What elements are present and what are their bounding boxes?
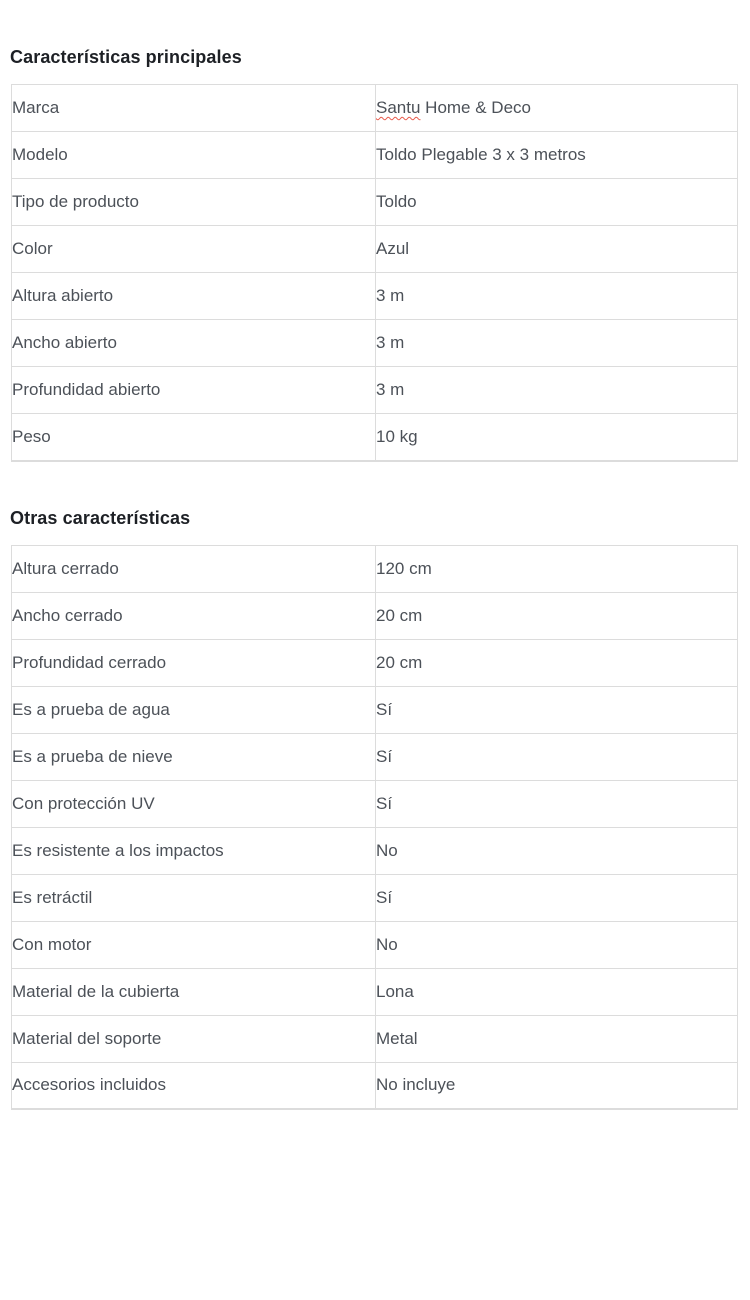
spec-value: 20 cm — [375, 591, 738, 639]
spec-label: Altura abierto — [11, 272, 376, 320]
spec-value-text: 10 kg — [376, 426, 418, 446]
spec-label: Profundidad cerrado — [11, 638, 376, 686]
table-row: Ancho abierto 3 m — [11, 319, 738, 367]
spec-value: Azul — [375, 225, 738, 273]
section-title-main-characteristics: Características principales — [10, 47, 242, 67]
spec-label: Marca — [12, 98, 60, 117]
spec-label: Es retráctil — [11, 873, 376, 921]
spec-value: Sí — [375, 685, 738, 733]
spec-value-text: Metal — [376, 1028, 418, 1048]
spec-value-text: 120 cm — [376, 558, 432, 578]
spec-label: Altura cerrado — [12, 558, 119, 578]
spec-label: Con protección UV — [11, 779, 376, 827]
spec-value-text: Sí — [376, 699, 393, 719]
spec-label: Es a prueba de nieve — [11, 732, 376, 780]
spec-label: Ancho abierto — [11, 319, 376, 367]
table-row: Es retráctil Sí — [11, 873, 738, 921]
spec-value-text: 3 m — [376, 333, 405, 352]
table-row: Modelo Toldo Plegable 3 x 3 metros — [11, 131, 738, 179]
spec-value: 120 cm — [375, 545, 738, 592]
spec-value-text: No — [376, 934, 398, 954]
table-row: Es resistente a los impactos No — [11, 826, 738, 874]
spec-value-text: Sí — [376, 746, 393, 766]
spec-value-text: 20 cm — [376, 652, 423, 672]
specs-table-other-body: Altura cerrado 120 cm Ancho cerrado 20 c… — [11, 545, 738, 1109]
spec-label: Color — [11, 225, 376, 273]
spec-value-text: Sí — [376, 887, 393, 907]
spec-value-text: Home & Deco — [420, 98, 531, 117]
spec-value: Lona — [375, 967, 738, 1015]
spec-label: Ancho cerrado — [11, 591, 376, 639]
spec-label: Material de la cubierta — [11, 967, 376, 1015]
spec-value-text: Azul — [376, 239, 410, 258]
product-specs-panel: Características principales Marca Santu … — [10, 47, 738, 1110]
spec-value-text: 3 m — [376, 380, 405, 399]
table-row: Peso 10 kg — [11, 413, 738, 461]
spec-label: Modelo — [11, 131, 376, 179]
spec-value-text: Toldo Plegable 3 x 3 metros — [376, 145, 586, 164]
table-row: Es a prueba de agua Sí — [11, 685, 738, 733]
spec-value-text: 20 cm — [376, 605, 423, 625]
spec-value-text: Toldo — [376, 192, 417, 211]
table-row: Es a prueba de nieve Sí — [11, 732, 738, 780]
specs-table-main-body: Marca Santu Home & Deco Modelo Toldo Ple… — [11, 84, 738, 461]
table-row: Marca Santu Home & Deco — [12, 84, 738, 132]
spec-value: Sí — [375, 779, 738, 827]
table-row: Con motor No — [11, 920, 738, 968]
spec-label: Accesorios incluidos — [11, 1061, 376, 1109]
spec-value: 20 cm — [375, 638, 738, 686]
spec-label: Profundidad abierto — [11, 366, 376, 414]
table-row: Altura abierto 3 m — [11, 272, 738, 320]
specs-table-main: Marca Santu Home & Deco Modelo Toldo Ple… — [11, 84, 738, 462]
spec-value: Toldo Plegable 3 x 3 metros — [375, 131, 738, 179]
spec-label: Es resistente a los impactos — [11, 826, 376, 874]
spec-value: Toldo — [375, 178, 738, 226]
spec-value: Metal — [375, 1014, 738, 1062]
table-row: Profundidad abierto 3 m — [11, 366, 738, 414]
table-row: Ancho cerrado 20 cm — [11, 591, 738, 639]
table-row: Color Azul — [11, 225, 738, 273]
section-title-other-characteristics: Otras características — [10, 507, 191, 528]
spec-value: Sí — [375, 732, 738, 780]
spec-label: Material del soporte — [11, 1014, 376, 1062]
spec-value-text: Lona — [376, 981, 414, 1001]
spec-value-text: 3 m — [376, 286, 405, 305]
spec-value-text: No — [376, 840, 398, 860]
spec-value: Sí — [375, 873, 738, 921]
spec-value-text: Sí — [376, 793, 393, 813]
spec-label: Tipo de producto — [11, 178, 376, 226]
spec-value: No — [375, 826, 738, 874]
spec-value-text: No incluye — [376, 1075, 456, 1095]
spec-value: 3 m — [375, 272, 738, 320]
table-row: Accesorios incluidos No incluye — [11, 1061, 738, 1109]
table-row: Tipo de producto Toldo — [11, 178, 738, 226]
table-row: Material del soporte Metal — [11, 1014, 738, 1062]
table-row: Con protección UV Sí — [11, 779, 738, 827]
spec-label: Con motor — [11, 920, 376, 968]
spec-label: Peso — [11, 413, 376, 461]
specs-table-other: Altura cerrado 120 cm Ancho cerrado 20 c… — [11, 544, 738, 1110]
spec-value: 3 m — [375, 366, 738, 414]
table-row: Material de la cubierta Lona — [11, 967, 738, 1015]
spec-value: 10 kg — [375, 413, 738, 461]
spec-value: No — [375, 920, 738, 968]
spellcheck-word: Santu — [376, 98, 421, 117]
spec-value: Santu Home & Deco — [375, 84, 738, 132]
spec-value: 3 m — [375, 319, 738, 367]
table-row: Altura cerrado 120 cm — [12, 545, 738, 592]
spec-label: Es a prueba de agua — [11, 685, 376, 733]
spec-value: No incluye — [375, 1061, 738, 1109]
table-row: Profundidad cerrado 20 cm — [11, 638, 738, 686]
